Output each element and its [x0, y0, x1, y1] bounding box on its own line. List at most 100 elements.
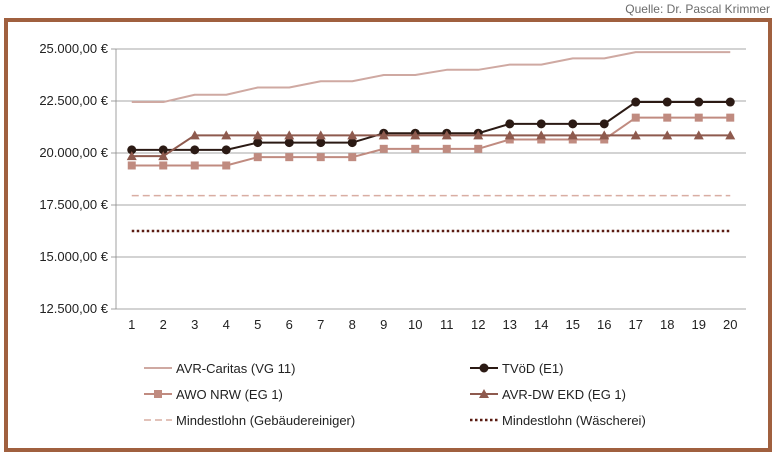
data-point [505, 135, 514, 144]
axes [111, 48, 746, 310]
data-point [536, 119, 546, 129]
data-point [158, 151, 169, 161]
legend-label: AVR-DW EKD (EG 1) [502, 387, 626, 402]
x-tick-label: 13 [503, 317, 517, 332]
series-2 [127, 113, 735, 170]
y-tick-labels: 12.500,00 € 15.000,00 € 17.500,00 € 20.000,… [39, 41, 108, 316]
x-tick-label: 20 [723, 317, 737, 332]
legend-item: AVR-DW EKD (EG 1) [470, 387, 626, 402]
data-point [694, 113, 703, 122]
data-point [190, 161, 199, 170]
x-tick-label: 8 [349, 317, 356, 332]
legend-marker [479, 389, 489, 398]
data-point [127, 145, 137, 155]
x-tick-label: 14 [534, 317, 548, 332]
series-0 [131, 51, 731, 104]
data-point [190, 145, 200, 155]
source-note: Quelle: Dr. Pascal Krimmer [625, 2, 770, 16]
data-point [316, 138, 326, 148]
data-point [567, 130, 578, 140]
y-tick-label: 25.000,00 € [39, 41, 108, 56]
data-point [285, 153, 294, 162]
data-point [726, 113, 735, 122]
data-point [630, 130, 641, 140]
data-point [378, 130, 389, 140]
data-point [536, 130, 547, 140]
data-point [411, 144, 420, 153]
data-point [252, 130, 263, 140]
data-point [694, 97, 704, 107]
legend-label: AWO NRW (EG 1) [176, 387, 283, 402]
data-point [316, 153, 325, 162]
data-point [222, 161, 231, 170]
data-point [725, 130, 736, 140]
x-tick-label: 3 [191, 317, 198, 332]
x-tick-label: 19 [692, 317, 706, 332]
legend-item: Mindestlohn (Wäscherei) [470, 413, 646, 428]
data-point [663, 113, 672, 122]
legend-label: TVöD (E1) [502, 361, 563, 376]
data-point [504, 130, 515, 140]
series-line [131, 116, 731, 167]
data-point [315, 130, 326, 140]
data-point [537, 135, 546, 144]
data-point [568, 119, 578, 129]
x-tick-label: 2 [160, 317, 167, 332]
data-point [442, 144, 451, 153]
chart-frame [4, 18, 772, 452]
data-point [662, 97, 672, 107]
y-tick-label: 15.000,00 € [39, 249, 108, 264]
data-point [599, 119, 609, 129]
series-line [131, 51, 731, 104]
y-tick-label: 12.500,00 € [39, 301, 108, 316]
series-3 [126, 130, 736, 161]
series-lines [126, 51, 736, 233]
data-point [662, 130, 673, 140]
data-point [631, 113, 640, 122]
data-point [347, 130, 358, 140]
legend-marker [154, 390, 162, 398]
legend-item: AVR-Caritas (VG 11) [144, 361, 295, 376]
data-point [348, 153, 357, 162]
x-tick-labels: 1 2 3 4 5 6 7 8 9 10 11 12 13 14 15 16 17 18 19 20 [128, 317, 737, 332]
legend-label: Mindestlohn (Wäscherei) [502, 413, 646, 428]
legend-label: Mindestlohn (Gebäudereiniger) [176, 413, 355, 428]
data-point [126, 151, 137, 161]
data-point [253, 138, 263, 148]
legend: AVR-Caritas (VG 11) TVöD (E1) AWO NRW (EG … [144, 361, 646, 428]
x-tick-label: 18 [660, 317, 674, 332]
data-point [505, 119, 515, 129]
data-point [284, 138, 294, 148]
data-point [347, 138, 357, 148]
y-tick-label: 17.500,00 € [39, 197, 108, 212]
data-point [600, 135, 609, 144]
legend-item: Mindestlohn (Gebäudereiniger) [144, 413, 355, 428]
series-line [131, 101, 731, 151]
legend-label: AVR-Caritas (VG 11) [176, 361, 295, 376]
x-tick-label: 11 [440, 317, 454, 332]
data-point [221, 145, 231, 155]
x-tick-label: 4 [223, 317, 230, 332]
x-tick-label: 1 [128, 317, 135, 332]
x-tick-label: 15 [566, 317, 580, 332]
data-point [631, 97, 641, 107]
x-tick-label: 16 [597, 317, 611, 332]
x-tick-label: 6 [286, 317, 293, 332]
data-point [693, 130, 704, 140]
legend-item: TVöD (E1) [470, 361, 563, 376]
x-tick-label: 12 [471, 317, 485, 332]
data-point [159, 161, 168, 170]
data-point [599, 130, 610, 140]
data-point [158, 145, 168, 155]
legend-item: AWO NRW (EG 1) [144, 387, 283, 402]
x-tick-label: 10 [408, 317, 422, 332]
data-point [410, 130, 421, 140]
x-tick-label: 5 [254, 317, 261, 332]
data-point [379, 144, 388, 153]
x-tick-label: 17 [629, 317, 643, 332]
data-point [568, 135, 577, 144]
data-point [725, 97, 735, 107]
data-point [473, 130, 484, 140]
legend-marker [479, 363, 489, 373]
